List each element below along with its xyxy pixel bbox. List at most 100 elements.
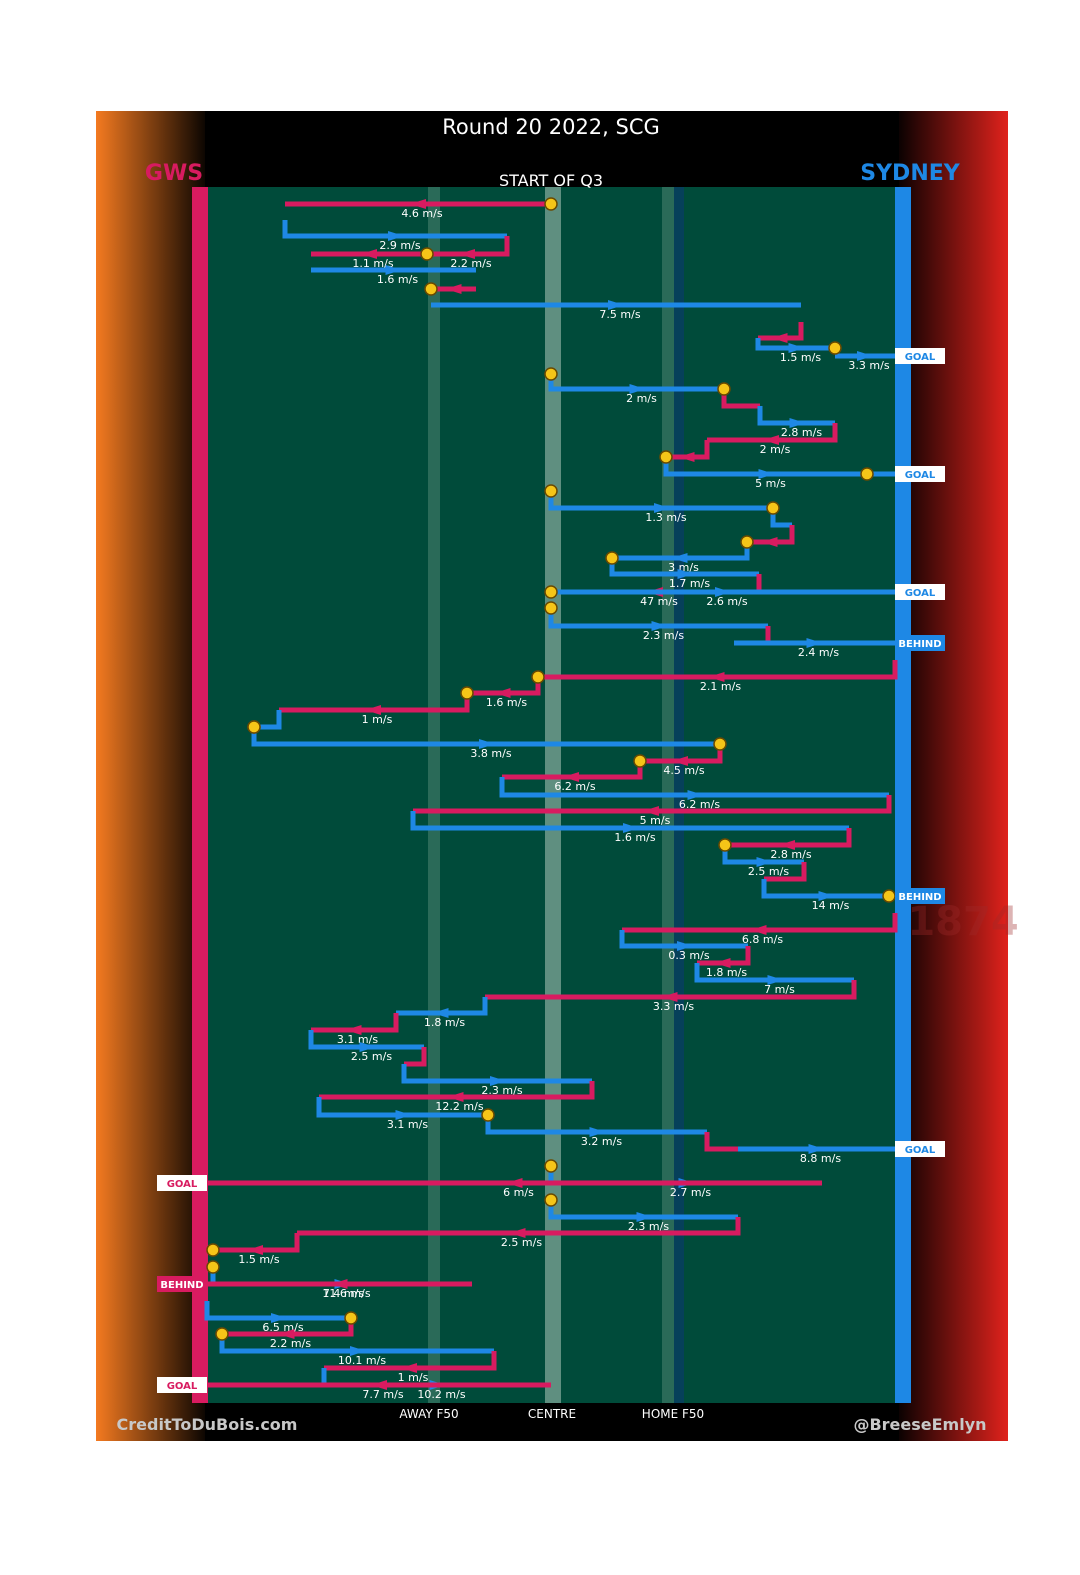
speed-label-34: 6.2 m/s [679,798,720,811]
background-left-gradient [96,111,211,1441]
turnover-markers [206,197,896,1341]
chain-segment-12 [757,406,835,426]
chain-arrow-59 [636,1212,653,1222]
turnover-marker-end-14 [659,450,673,464]
result-badge-16 [895,466,945,482]
chain-arrow-35 [643,806,659,816]
chain-segment-45 [694,963,854,983]
quarter-label: START OF Q3 [499,171,603,190]
chain-arrow-20 [671,553,688,563]
chain-arrow-13 [763,435,779,445]
result-label-56: GOAL [905,1145,936,1156]
speed-label-4: 1.6 m/s [377,273,418,286]
speed-label-65: 2.2 m/s [270,1337,311,1350]
result-badge-26 [895,635,945,651]
chain-arrow-27 [708,672,725,682]
chain-segment-40 [761,879,889,899]
chain-arrow-49 [359,1042,376,1052]
speed-label-56: 8.8 m/s [800,1152,841,1165]
chain-arrow-45 [767,975,784,985]
chain-arrow-64 [271,1313,287,1323]
speed-label-29: 1 m/s [362,713,393,726]
speed-label-6: 7.5 m/s [599,308,640,321]
chain-arrow-21 [677,569,694,579]
chain-arrow-12 [789,418,806,428]
speed-label-60: 2.5 m/s [501,1236,542,1249]
speed-label-27: 2.1 m/s [700,680,741,693]
chain-arrow-48 [345,1025,362,1035]
speed-label-46: 3.3 m/s [653,1000,694,1013]
chain-arrow-9 [857,351,873,361]
result-badge-9 [895,348,945,364]
chain-arrow-33 [563,772,579,782]
chain-arrow-63 [331,1279,348,1289]
chain-arrow-43 [677,941,693,951]
turnover-marker-end-15 [860,467,874,481]
speed-label-67: 1 m/s [398,1371,429,1384]
speed-label-69: 7.7 m/s [362,1388,403,1401]
speed-label-36: 1.6 m/s [614,831,655,844]
result-badge-41 [895,888,945,904]
chain-segment-2 [427,236,510,257]
speed-label-1: 2.9 m/s [379,239,420,252]
chain-arrow-44 [714,958,731,968]
result-badge-56 [895,1141,945,1157]
chain-segment-48 [311,1013,399,1033]
chain-arrow-56 [808,1144,825,1154]
chain-segment-30 [254,710,282,730]
speed-label-51: 2.3 m/s [481,1084,522,1097]
chain-arrow-19 [761,537,778,547]
result-label-69: GOAL [167,1381,198,1392]
chain-segment-64 [204,1301,351,1321]
turnover-marker-start-59 [544,1193,558,1207]
speed-label-9: 3.3 m/s [848,359,889,372]
speed-label-52: 12.2 m/s [435,1100,483,1113]
speed-label-2: 2.2 m/s [450,257,491,270]
chain-arrow-6 [608,300,624,310]
speed-label-68: 10.2 m/s [417,1388,465,1401]
chain-arrow-38 [756,857,773,867]
result-badge-63 [157,1276,207,1292]
speed-label-37: 2.8 m/s [770,848,811,861]
turnover-marker-end-19 [740,535,754,549]
speed-label-8: 1.5 m/s [780,351,821,364]
home-team-label: SYDNEY [860,161,960,186]
chain-arrow-24 [651,621,668,631]
turnover-marker-start-0 [544,197,558,211]
turnover-marker-end-8 [828,341,842,355]
chain-arrow-58 [506,1178,523,1188]
chain-arrow-40 [818,891,835,901]
chain-segment-44 [697,946,751,966]
speed-label-23: 2.6 m/s [706,595,747,608]
speed-label-59: 2.3 m/s [628,1220,669,1233]
speed-label-32: 4.5 m/s [663,764,704,777]
chain-arrow-61 [247,1245,263,1255]
chain-segment-34 [499,777,889,798]
x-tick-centre: CENTRE [528,1407,576,1421]
turnover-marker-end-40 [882,889,896,903]
chain-segment-46 [485,980,857,1000]
chain-arrow-4 [385,265,402,275]
turnover-marker-end-53 [481,1108,495,1122]
chain-segment-55 [704,1132,738,1152]
speed-label-63: 7.4 m/s [323,1287,364,1300]
x-tick-away-f50: AWAY F50 [399,1407,458,1421]
speed-label-15: 5 m/s [755,477,786,490]
chain-arrow-32 [672,756,688,766]
chain-segment-52 [319,1081,595,1100]
chain-arrow-0 [410,199,426,209]
chain-segment-61 [213,1233,300,1253]
chain-arrow-2 [459,249,475,259]
speed-label-12: 2.8 m/s [781,426,822,439]
result-label-58: GOAL [167,1179,198,1190]
turnover-marker-end-32 [633,754,647,768]
speed-label-13: 2 m/s [760,443,791,456]
result-label-26: BEHIND [898,639,941,650]
speed-label-44: 1.8 m/s [706,966,747,979]
turnover-marker-end-31 [713,737,727,751]
chain-segment-50 [404,1047,427,1067]
result-label-16: GOAL [905,470,936,481]
chain-arrow-51 [490,1076,506,1086]
speed-label-57: 2.7 m/s [670,1186,711,1199]
watermark-year: 1874 [907,899,1018,945]
